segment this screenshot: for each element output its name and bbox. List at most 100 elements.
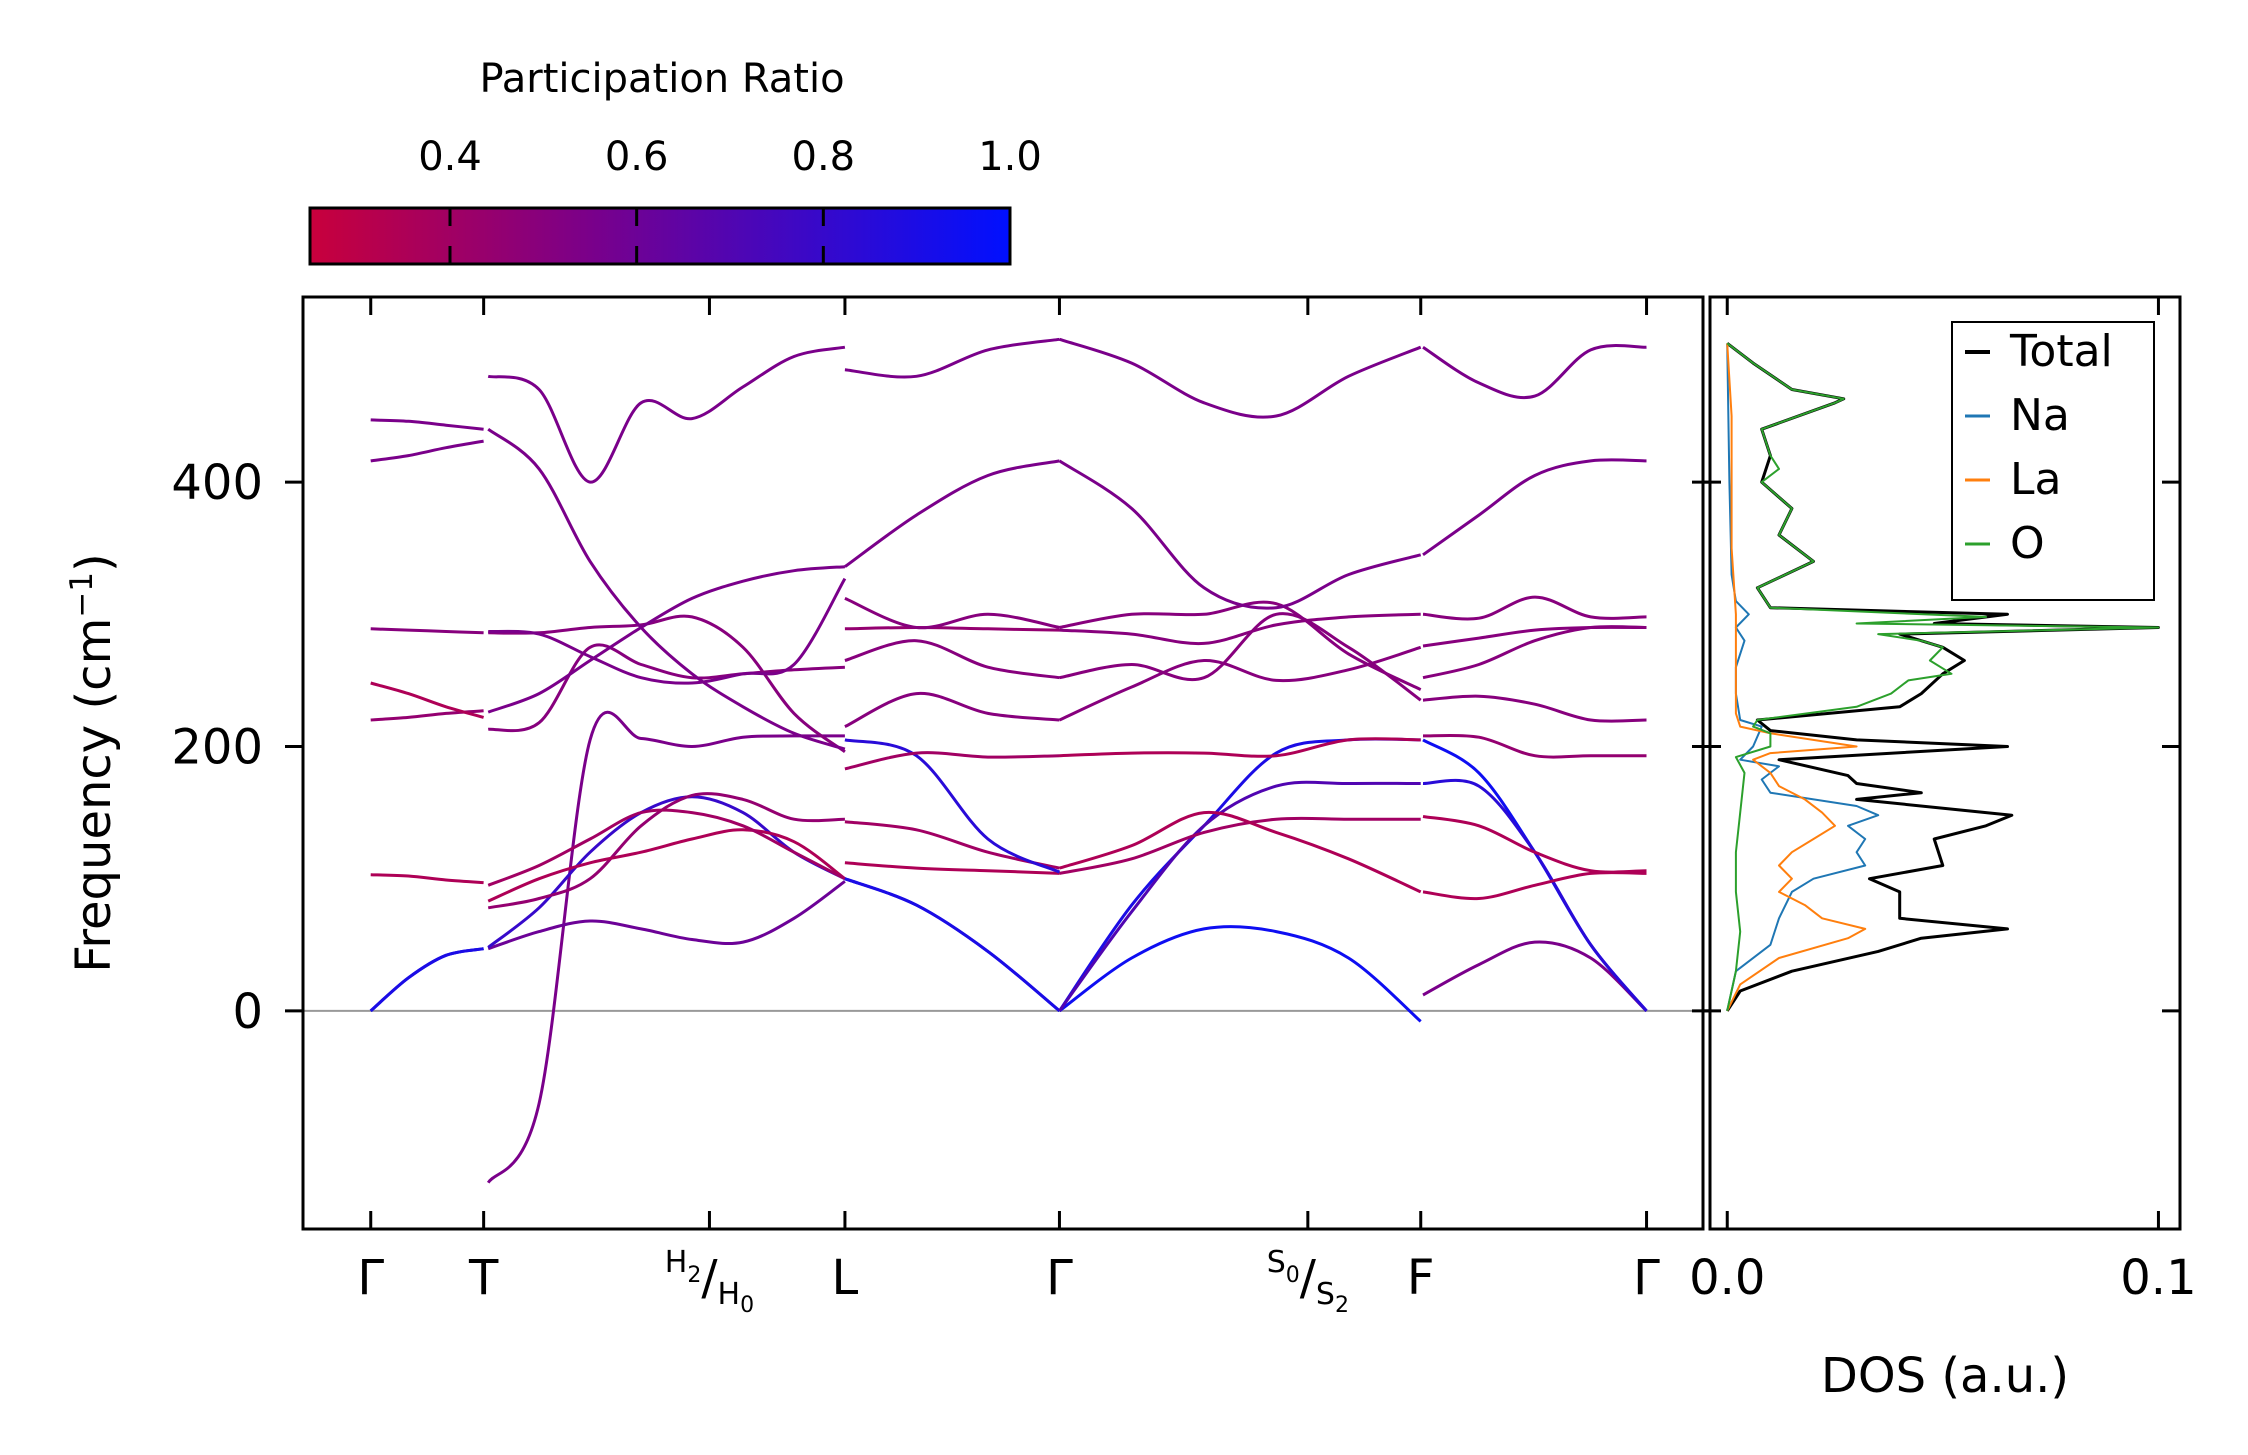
kpath-label-pre: H — [665, 1245, 688, 1280]
phonon-band-line — [488, 614, 846, 754]
phonon-band-line — [1422, 940, 1648, 1012]
colorbar-tick-label: 0.4 — [418, 134, 482, 180]
colorbar: Participation Ratio 0.4 0.6 0.8 1.0 — [308, 56, 1042, 266]
phonon-band-line — [487, 808, 846, 887]
kpath-label-slash: / — [1300, 1250, 1317, 1306]
dos-panel: 0.0 0.1 DOS (a.u.) Total Na La O — [1689, 295, 2197, 1404]
kpath-label-post: S — [1316, 1277, 1335, 1312]
phonon-band-line — [844, 459, 1060, 568]
kpath-label-post: H — [718, 1277, 741, 1312]
phonon-band-line — [1422, 625, 1647, 648]
y-axis-label-text: Frequency (cm — [66, 618, 122, 973]
phonon-band-line — [844, 738, 1061, 874]
phonon-band-line — [1422, 694, 1647, 723]
phonon-band-line — [486, 710, 845, 1184]
legend-label-total: Total — [2009, 326, 2113, 377]
kpath-label-split: S0/S2 — [1267, 1245, 1349, 1318]
phonon-band-line — [1422, 778, 1648, 1012]
y-axis-label-close: ) — [66, 553, 122, 572]
phonon-band-line — [487, 345, 846, 484]
dos-x-tick-label: 0.1 — [2120, 1250, 2196, 1306]
colorbar-label: Participation Ratio — [479, 56, 844, 102]
legend-label-la: La — [2010, 454, 2061, 505]
phonon-band-line — [1059, 737, 1421, 758]
dos-legend: Total Na La O — [1951, 321, 2155, 601]
dos-x-tick-label: 0.0 — [1689, 1250, 1765, 1306]
phonon-band-line — [1059, 337, 1422, 419]
colorbar-tick-label: 1.0 — [978, 134, 1042, 180]
kpath-label: Γ — [1046, 1250, 1073, 1306]
phonon-band-line — [844, 337, 1060, 379]
kpath-ticks: Γ T H2/H0 L Γ S0/S2 F Γ — [357, 297, 1660, 1318]
band-y-tick-label: 200 — [171, 719, 263, 775]
phonon-band-line — [488, 643, 845, 733]
kpath-label-pre-sub: 2 — [687, 1263, 701, 1288]
dos-legend-box — [1951, 321, 2155, 601]
phonon-band-line — [369, 947, 484, 1013]
dos-x-axis-label: DOS (a.u.) — [1821, 1348, 2069, 1404]
phonon-band-line — [487, 828, 846, 903]
phonon-band-line — [844, 877, 1061, 1013]
y-axis-label-sup: −1 — [64, 572, 100, 618]
phonon-band-line — [487, 880, 846, 951]
phonon-band-line — [844, 877, 1061, 1013]
kpath-label: Γ — [357, 1250, 384, 1306]
dos-line-la — [1726, 343, 1867, 1012]
phonon-band-line — [1058, 645, 1422, 722]
phonon-band-line — [1422, 815, 1647, 874]
band-plot-frame — [301, 295, 1705, 1231]
phonon-band-line — [844, 626, 1060, 632]
colorbar-ticks: 0.4 0.6 0.8 1.0 — [418, 134, 1042, 264]
phonon-band-line — [370, 681, 485, 719]
phonon-band-line — [369, 947, 484, 1013]
legend-label-o: O — [2010, 518, 2045, 569]
phonon-band-line — [844, 861, 1060, 875]
legend-label-na: Na — [2010, 390, 2070, 441]
phonon-band-line — [1422, 344, 1647, 400]
phonon-band-line — [844, 597, 1060, 630]
dos-line-o — [1726, 342, 2160, 1012]
kpath-label-pre: S — [1267, 1245, 1286, 1280]
phonon-band-line — [1058, 925, 1422, 1023]
dos-legend-items: Total Na La O — [1965, 326, 2113, 569]
phonon-band-line — [370, 627, 484, 635]
dos-line-na — [1726, 343, 1880, 1012]
colorbar-tick-label: 0.6 — [605, 134, 669, 180]
band-y-tick-label: 0 — [232, 984, 263, 1040]
phonon-band-line — [1059, 810, 1422, 894]
kpath-label-split: H2/H0 — [665, 1245, 754, 1318]
phonon-band-line — [487, 427, 846, 751]
kpath-label-slash: / — [701, 1250, 718, 1306]
band-y-ticks: 0 200 400 — [171, 455, 2180, 1040]
phonon-band-line — [844, 751, 1060, 771]
phonon-band-line — [844, 692, 1060, 728]
phonon-band-line — [1422, 458, 1647, 557]
phonon-band-line — [1422, 871, 1647, 901]
phonon-band-line — [487, 565, 846, 714]
kpath-label-post-sub: 2 — [1335, 1293, 1349, 1318]
dos-plot-frame — [1708, 295, 2182, 1231]
y-axis-label: Frequency (cm−1) — [64, 553, 122, 973]
kpath-label: Γ — [1633, 1250, 1660, 1306]
phonon-band-line — [1059, 612, 1421, 646]
phonon-band-line — [844, 639, 1060, 680]
kpath-label-post-sub: 0 — [740, 1293, 754, 1318]
kpath-label: F — [1407, 1250, 1435, 1306]
dos-ticks: 0.0 0.1 — [1689, 297, 2197, 1306]
phonon-band-line — [1059, 612, 1422, 702]
phonon-band-line — [370, 873, 484, 885]
kpath-label-pre-sub: 0 — [1286, 1263, 1300, 1288]
phonon-band-line — [488, 577, 847, 685]
phonon-band-line — [1058, 780, 1421, 1012]
phonon-bands — [369, 337, 1648, 1184]
kpath-label: L — [832, 1250, 859, 1306]
phonon-band-line — [1422, 733, 1647, 759]
colorbar-gradient — [308, 206, 1012, 266]
phonon-band-line — [1422, 595, 1647, 621]
dos-series — [1725, 342, 2160, 1012]
colorbar-tick-label: 0.8 — [792, 134, 856, 180]
phonon-band-line — [1058, 459, 1422, 610]
phonon-band-line — [1422, 625, 1647, 680]
band-y-tick-label: 400 — [171, 455, 263, 511]
